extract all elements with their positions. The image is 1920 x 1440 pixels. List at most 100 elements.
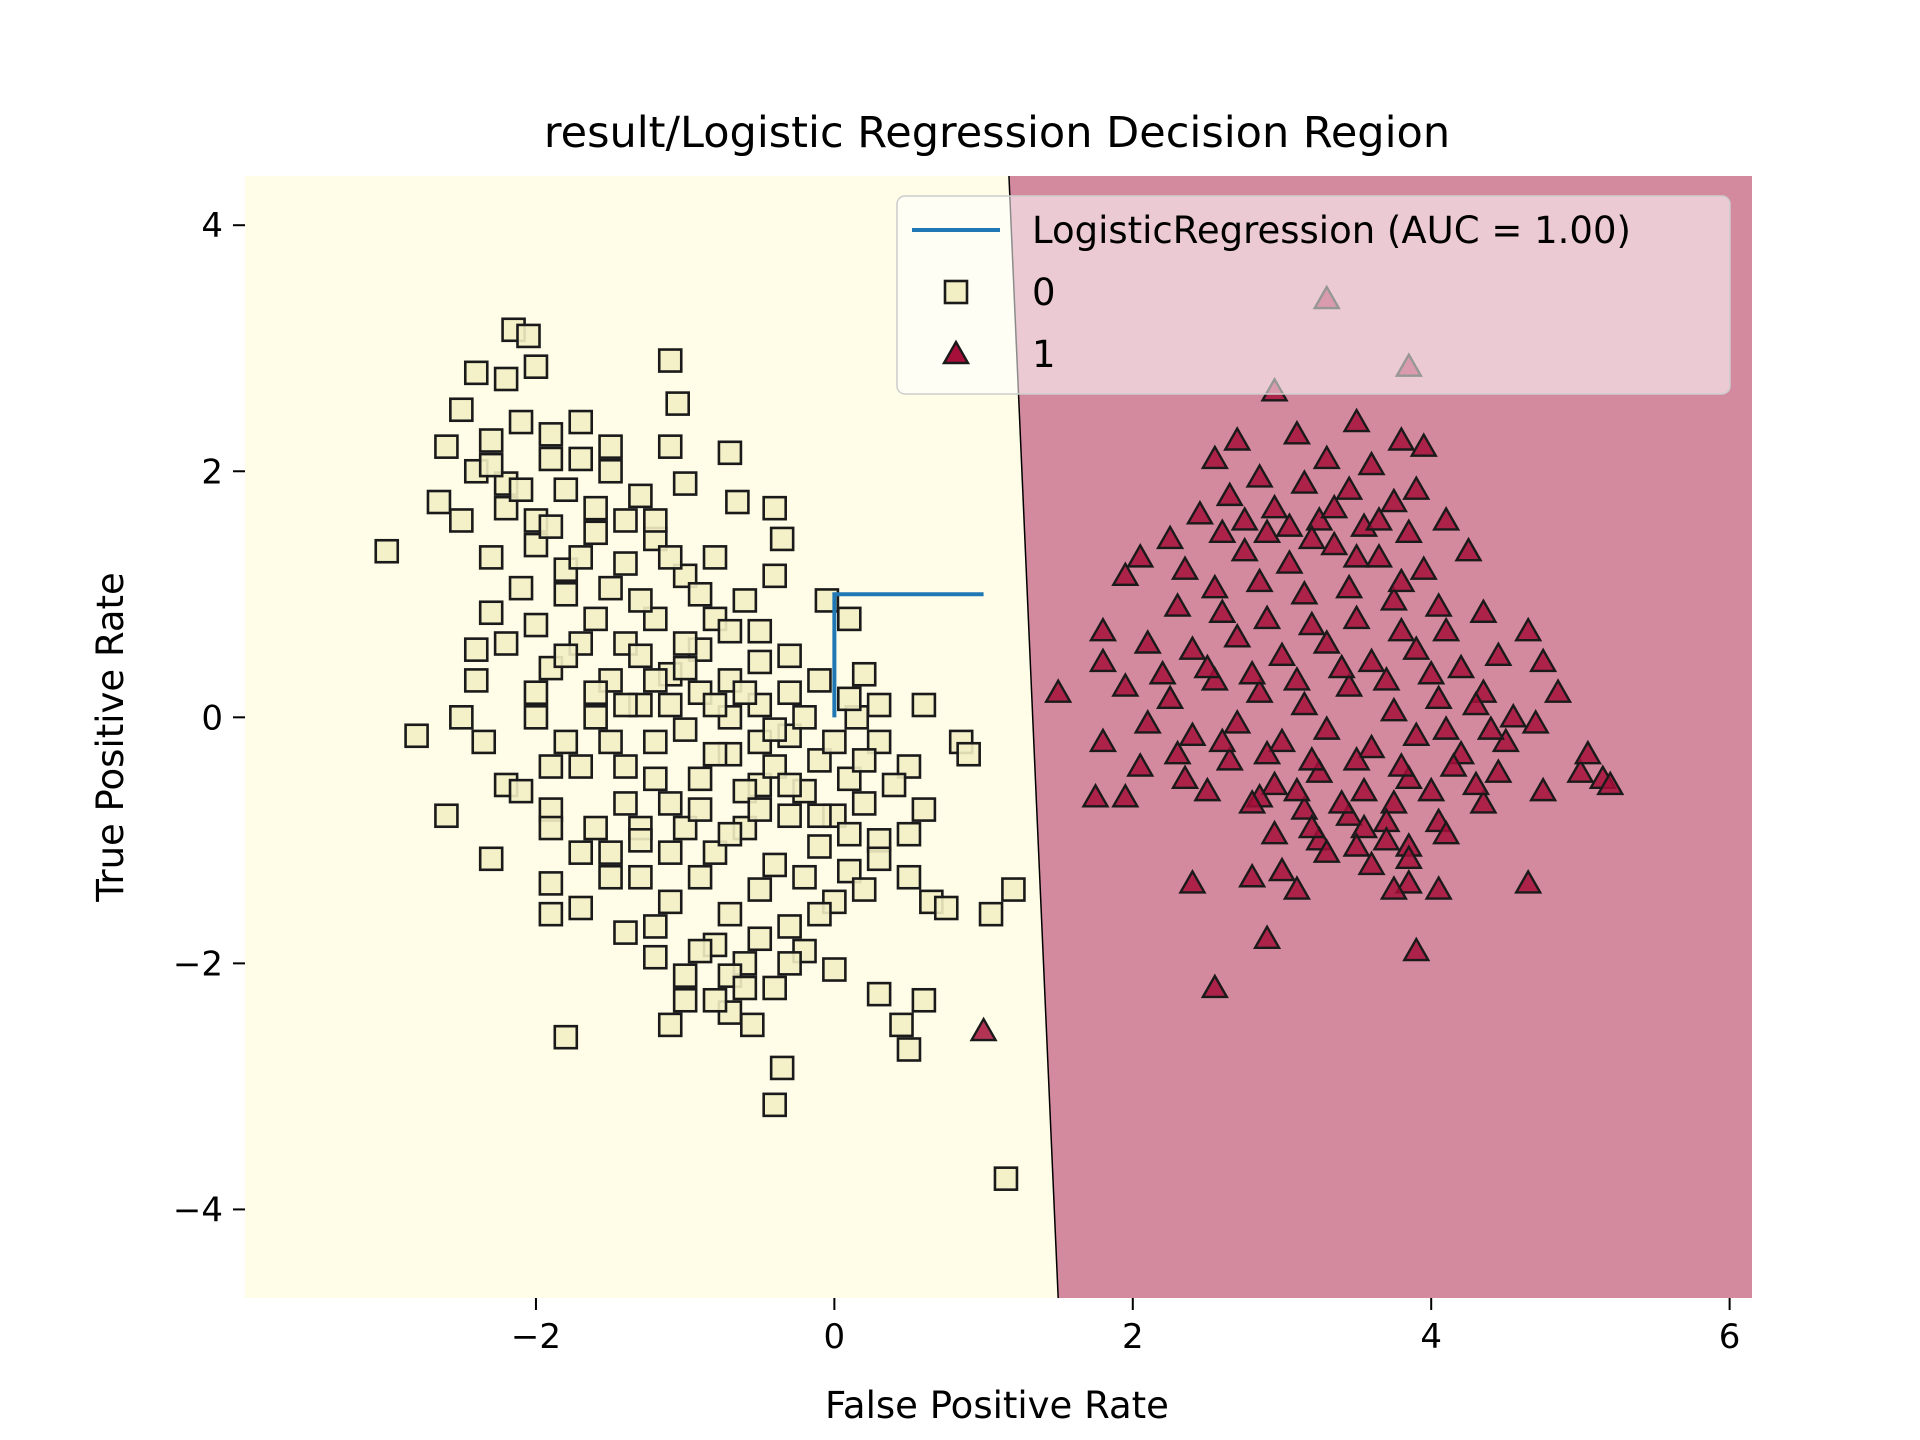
class-0-points	[374, 317, 1026, 1191]
class-1-point	[1409, 432, 1438, 457]
class-0-point	[777, 680, 802, 706]
class-1-point	[1357, 850, 1386, 876]
class-1-point	[1379, 875, 1408, 900]
class-1-point	[1185, 499, 1214, 525]
class-1-point	[1469, 789, 1498, 814]
class-1-point	[1439, 752, 1468, 777]
class-0-point	[478, 428, 504, 453]
class-1-point	[1170, 764, 1200, 790]
class-0-point	[769, 526, 795, 552]
class-0-point	[478, 452, 504, 478]
class-0-point	[523, 612, 549, 638]
class-0-point	[672, 717, 698, 742]
class-1-point	[1178, 635, 1207, 660]
class-1-point	[1223, 622, 1252, 648]
class-1-point	[1282, 665, 1311, 691]
class-1-point	[1402, 475, 1431, 500]
class-0-point	[516, 323, 541, 349]
class-1-point	[1312, 715, 1341, 740]
class-0-point	[628, 588, 653, 613]
class-0-point	[866, 729, 892, 755]
class-0-point	[568, 840, 594, 865]
class-1-point	[1297, 813, 1326, 839]
class-1-point	[1454, 536, 1483, 562]
class-0-point	[672, 563, 698, 589]
class-0-point	[762, 563, 787, 589]
class-1-point	[1364, 506, 1394, 531]
class-0-point	[717, 618, 743, 644]
class-0-point	[598, 864, 623, 890]
class-0-point	[583, 520, 608, 546]
class-1-point	[1200, 665, 1229, 691]
class-1-point	[1327, 653, 1356, 679]
class-1-point	[1417, 659, 1446, 685]
class-1-point	[1364, 542, 1394, 568]
class-1-point	[1126, 752, 1155, 777]
class-1-point	[1200, 973, 1229, 999]
class-1-point	[1305, 758, 1334, 783]
class-0-point	[911, 692, 937, 718]
class-0-point	[568, 895, 594, 921]
class-0-point	[687, 864, 713, 890]
class-0-point	[598, 458, 623, 484]
class-1-point	[1529, 776, 1558, 802]
class-1-point	[1297, 745, 1326, 771]
class-1-point	[1178, 868, 1207, 894]
legend-label: LogisticRegression (AUC = 1.00)	[1032, 209, 1631, 252]
class-1-point	[1253, 924, 1282, 949]
class-0-point	[851, 748, 877, 773]
class-1-point	[1170, 555, 1200, 580]
class-1-point	[1320, 493, 1349, 519]
class-1-point	[1335, 801, 1364, 826]
class-1-point	[1133, 629, 1162, 654]
class-0-point	[374, 538, 400, 564]
class-0-point	[896, 754, 922, 779]
class-1-point	[1081, 782, 1110, 808]
class-0-point	[643, 508, 668, 533]
class-0-point	[777, 803, 802, 829]
class-0-point	[598, 575, 623, 601]
class-0-point	[568, 545, 594, 570]
class-0-point	[732, 975, 758, 1001]
class-0-point	[792, 864, 817, 890]
class-1-point	[1126, 542, 1155, 568]
class-1-point	[1387, 567, 1416, 593]
class-1-point	[1275, 549, 1304, 574]
class-1-point	[1215, 481, 1244, 507]
class-1-point	[1178, 721, 1207, 746]
class-0-point	[702, 741, 728, 767]
class-1-point	[1208, 518, 1237, 543]
class-1-point	[1357, 647, 1386, 673]
class-0-point	[553, 729, 579, 755]
class-1-point	[1424, 875, 1453, 900]
class-0-point	[866, 981, 892, 1007]
y-tick-label: 2	[201, 452, 223, 492]
class-0-point	[643, 944, 668, 970]
class-0-point	[896, 1037, 922, 1062]
class-1-point	[1200, 444, 1229, 470]
class-0-point	[807, 748, 832, 773]
class-0-point	[426, 489, 452, 515]
class-0-point	[836, 766, 862, 792]
class-1-point	[1432, 715, 1461, 740]
roc-curve-group	[832, 592, 984, 718]
class-1-point	[1529, 647, 1558, 673]
class-1-point	[1379, 696, 1408, 722]
class-0-point	[702, 840, 728, 865]
y-tick-label: −2	[173, 944, 223, 984]
class-0-point	[657, 840, 683, 865]
class-0-point	[889, 1012, 914, 1038]
class-1-point	[1424, 684, 1453, 710]
class-1-point	[1267, 641, 1297, 667]
class-1-point	[1312, 838, 1341, 863]
class-1-point	[1432, 616, 1461, 642]
class-0-point	[583, 680, 608, 706]
class-1-point	[1267, 727, 1297, 753]
class-1-point	[1357, 733, 1386, 759]
class-0-point	[478, 545, 504, 570]
class-1-point	[1349, 776, 1379, 802]
class-0-point	[568, 409, 594, 435]
class-0-point	[508, 575, 534, 601]
class-0-point	[851, 877, 877, 902]
